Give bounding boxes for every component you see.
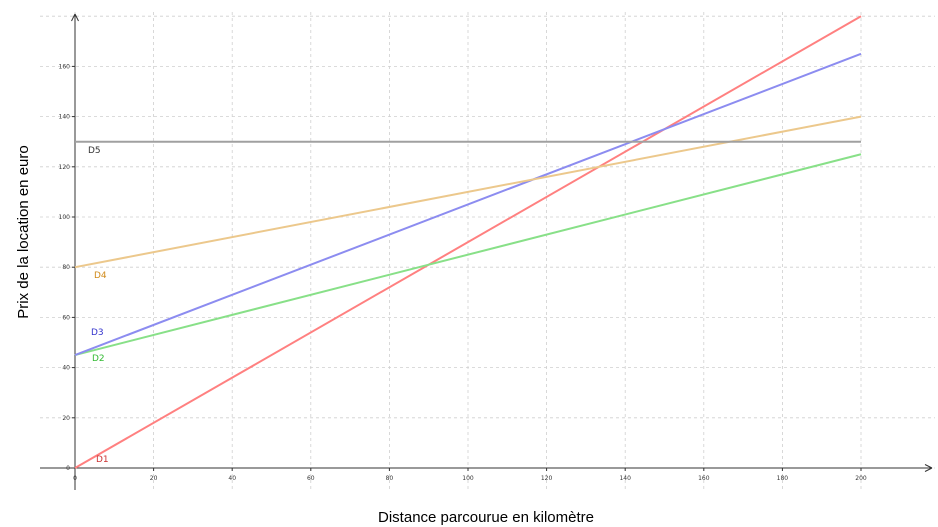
y-tick-label: 160	[59, 63, 71, 70]
y-tick-label: 20	[62, 415, 70, 422]
x-tick-label: 20	[150, 475, 158, 482]
ticks: 0 20 40 60 80 100 120 140 160 180 200 0 20 40 60 80 100 1…	[59, 63, 867, 482]
y-axis-arrow	[71, 13, 79, 22]
series-label-d5: D5	[88, 146, 101, 156]
x-tick-label: 100	[462, 475, 474, 482]
series-line-d3	[74, 52, 862, 356]
series-label-d3: D3	[91, 328, 104, 338]
series-label-d1: D1	[96, 455, 109, 465]
y-tick-label: 0	[66, 465, 70, 472]
x-tick-label: 120	[541, 475, 553, 482]
series-line-d1	[74, 15, 862, 469]
x-tick-label: 0	[73, 475, 77, 482]
series-line-d2	[74, 153, 862, 357]
x-tick-label: 200	[855, 475, 867, 482]
x-tick-label: 80	[386, 475, 394, 482]
x-axis-title: Distance parcourue en kilomètre	[378, 509, 594, 526]
y-tick-label: 60	[62, 314, 70, 321]
series-label-d4: D4	[94, 271, 107, 281]
y-tick-label: 80	[62, 264, 70, 271]
x-tick-label: 60	[307, 475, 315, 482]
grid	[40, 12, 935, 490]
x-tick-label: 180	[777, 475, 789, 482]
y-tick-label: 100	[59, 214, 71, 221]
y-tick-label: 140	[59, 114, 71, 121]
series-label-d2: D2	[92, 354, 105, 364]
series	[74, 15, 862, 469]
y-tick-label: 40	[62, 365, 70, 372]
x-tick-label: 160	[698, 475, 710, 482]
series-labels: D1 D2 D3 D4 D5	[88, 146, 109, 465]
axes	[40, 13, 933, 490]
y-tick-label: 120	[59, 164, 71, 171]
y-axis-title: Prix de la location en euro	[15, 145, 32, 318]
x-axis-arrow	[924, 464, 933, 472]
x-tick-label: 40	[228, 475, 236, 482]
x-tick-label: 140	[619, 475, 631, 482]
